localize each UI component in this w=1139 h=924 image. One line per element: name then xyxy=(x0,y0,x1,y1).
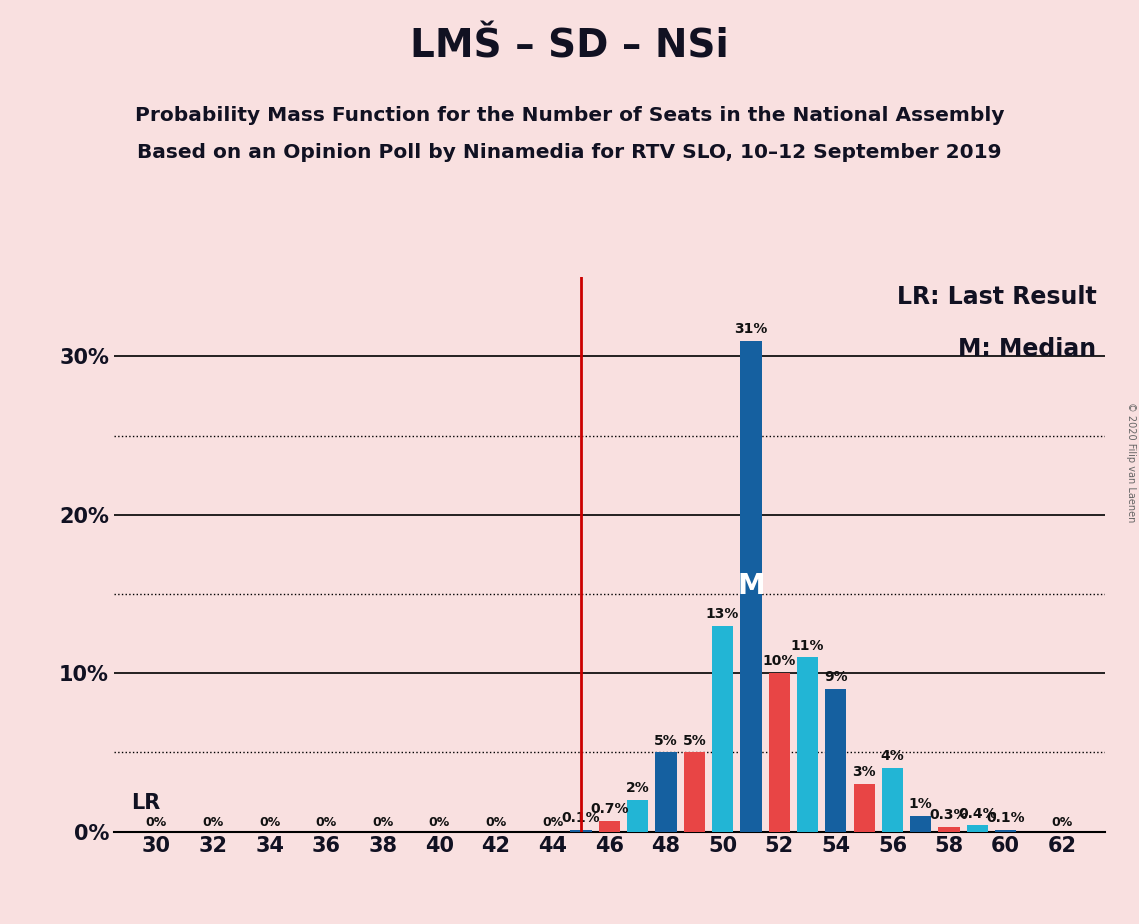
Text: 4%: 4% xyxy=(880,749,904,763)
Text: Based on an Opinion Poll by Ninamedia for RTV SLO, 10–12 September 2019: Based on an Opinion Poll by Ninamedia fo… xyxy=(138,143,1001,163)
Bar xyxy=(683,752,705,832)
Text: 11%: 11% xyxy=(790,638,825,652)
Text: 3%: 3% xyxy=(852,765,876,779)
Text: 2%: 2% xyxy=(625,781,649,796)
Text: 0%: 0% xyxy=(372,816,393,829)
Bar xyxy=(655,752,677,832)
Text: 0%: 0% xyxy=(203,816,223,829)
Text: M: M xyxy=(737,572,764,600)
Text: 5%: 5% xyxy=(682,734,706,748)
Text: 0%: 0% xyxy=(485,816,507,829)
Text: LR: LR xyxy=(131,793,161,813)
Bar xyxy=(853,784,875,832)
Text: 1%: 1% xyxy=(909,797,933,811)
Bar xyxy=(995,830,1016,832)
Bar xyxy=(939,827,960,832)
Text: 0%: 0% xyxy=(542,816,564,829)
Text: 0%: 0% xyxy=(316,816,337,829)
Text: 0%: 0% xyxy=(259,816,280,829)
Bar xyxy=(712,626,734,832)
Text: 10%: 10% xyxy=(762,654,796,668)
Text: 9%: 9% xyxy=(823,670,847,685)
Text: 0%: 0% xyxy=(146,816,167,829)
Bar xyxy=(628,800,648,832)
Bar xyxy=(826,689,846,832)
Text: LMŠ – SD – NSi: LMŠ – SD – NSi xyxy=(410,28,729,66)
Bar xyxy=(882,768,903,832)
Bar xyxy=(740,341,762,832)
Text: 0.1%: 0.1% xyxy=(562,811,600,825)
Text: © 2020 Filip van Laenen: © 2020 Filip van Laenen xyxy=(1126,402,1136,522)
Bar xyxy=(769,674,789,832)
Text: 31%: 31% xyxy=(735,322,768,335)
Text: LR: Last Result: LR: Last Result xyxy=(896,286,1097,310)
Text: 0.3%: 0.3% xyxy=(929,808,968,822)
Text: 0.4%: 0.4% xyxy=(958,807,997,821)
Text: 0%: 0% xyxy=(1051,816,1073,829)
Bar xyxy=(797,657,818,832)
Text: 0.1%: 0.1% xyxy=(986,811,1025,825)
Bar xyxy=(910,816,932,832)
Text: Probability Mass Function for the Number of Seats in the National Assembly: Probability Mass Function for the Number… xyxy=(134,106,1005,126)
Text: 13%: 13% xyxy=(706,607,739,621)
Text: 5%: 5% xyxy=(654,734,678,748)
Bar xyxy=(967,825,988,832)
Bar xyxy=(571,830,591,832)
Bar xyxy=(599,821,620,832)
Text: 0%: 0% xyxy=(429,816,450,829)
Text: M: Median: M: Median xyxy=(958,337,1097,361)
Text: 0.7%: 0.7% xyxy=(590,802,629,816)
